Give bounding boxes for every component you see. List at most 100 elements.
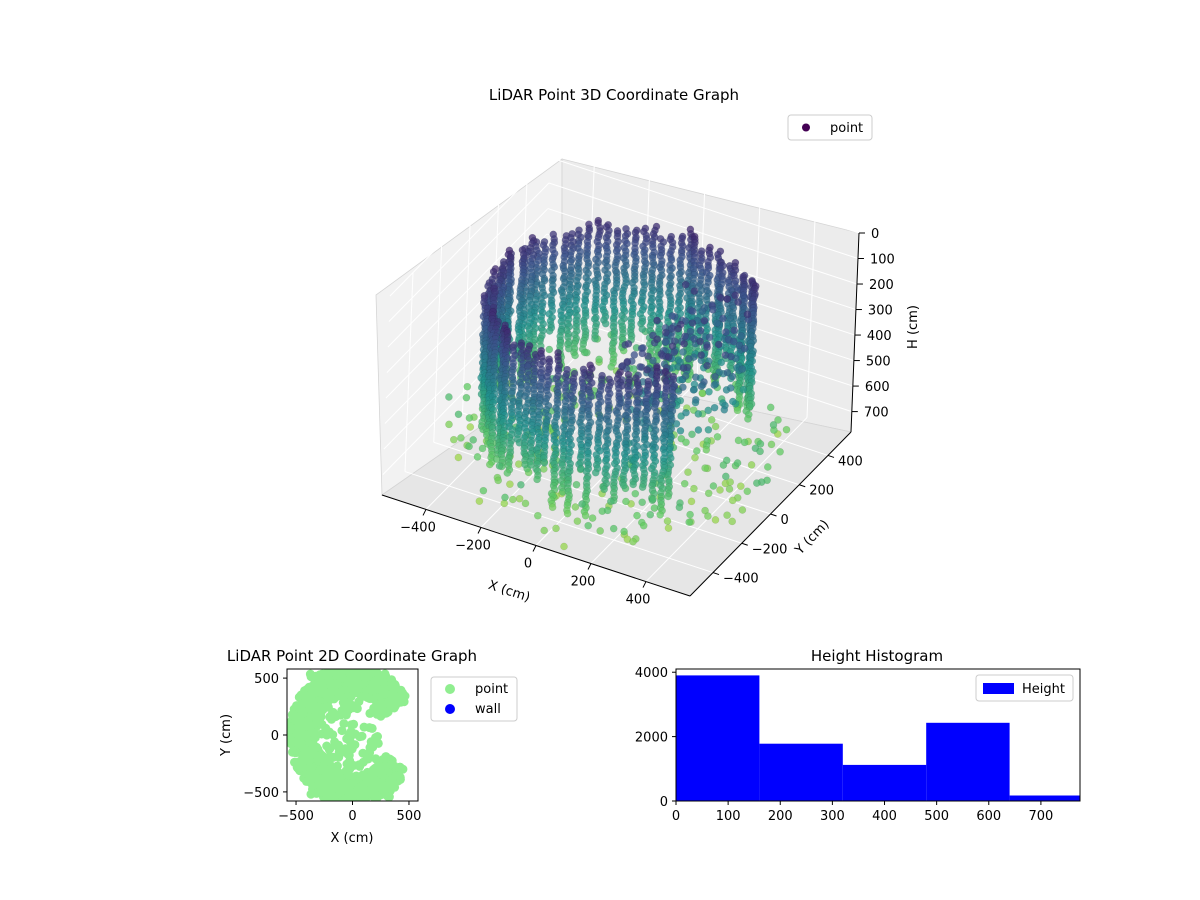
point-3d xyxy=(722,328,730,336)
point-2d xyxy=(318,703,327,713)
y-tick-histogram: 2000 xyxy=(635,731,668,746)
point-3d xyxy=(733,406,742,415)
point-3d xyxy=(607,363,616,371)
point-3d xyxy=(563,509,572,518)
y-axis-title-3d: Y (cm) xyxy=(792,517,833,558)
point-3d xyxy=(679,364,688,372)
x-tick-histogram: 700 xyxy=(1028,809,1053,824)
point-3d xyxy=(656,510,665,519)
y-tick-2d: 500 xyxy=(254,672,279,687)
histogram-title: Height Histogram xyxy=(811,647,943,665)
x-tick-histogram: 600 xyxy=(976,809,1001,824)
point-3d xyxy=(681,372,690,380)
point-3d xyxy=(704,406,713,415)
point-3d xyxy=(578,500,586,508)
point-3d xyxy=(698,389,707,397)
point-3d xyxy=(572,480,581,489)
point-3d xyxy=(552,524,560,533)
point-3d xyxy=(644,352,652,361)
z-tick-3d: 200 xyxy=(869,278,894,293)
point-3d xyxy=(709,482,718,490)
point-3d xyxy=(710,381,719,389)
point-3d xyxy=(721,351,730,360)
point-3d xyxy=(684,355,693,363)
point-3d xyxy=(595,355,603,364)
point-3d xyxy=(743,310,752,319)
point-3d xyxy=(703,361,711,370)
legend-2d-marker-point xyxy=(445,684,455,694)
y-axis-title-2d: Y (cm) xyxy=(219,714,234,757)
point-3d xyxy=(478,444,487,453)
point-3d xyxy=(680,339,689,348)
point-3d xyxy=(710,403,719,412)
point-3d xyxy=(767,440,776,449)
chart-histogram: Height Histogram 0 100 200 300 400 500 600 700 0… xyxy=(635,647,1081,824)
chart-2d: LiDAR Point 2D Coordinate Graph −500 0 500… xyxy=(219,647,518,846)
point-3d xyxy=(740,344,749,353)
point-3d xyxy=(649,495,657,503)
point-3d xyxy=(609,524,618,533)
point-3d xyxy=(739,385,748,394)
point-2d xyxy=(340,800,346,801)
point-3d xyxy=(731,291,740,300)
x-tick-2d: 0 xyxy=(348,809,356,824)
z-axis-line xyxy=(850,232,860,433)
point-3d xyxy=(508,495,517,504)
point-2d xyxy=(399,697,409,707)
point-2d xyxy=(376,778,386,788)
point-3d xyxy=(685,518,694,527)
point-3d xyxy=(701,464,709,472)
point-3d xyxy=(633,511,641,520)
point-3d xyxy=(649,356,657,365)
point-3d xyxy=(680,479,689,488)
point-2d xyxy=(305,762,315,772)
point-3d xyxy=(646,510,655,519)
point-2d xyxy=(332,679,342,689)
point-3d xyxy=(719,461,728,469)
point-3d xyxy=(682,408,690,417)
point-3d xyxy=(603,506,612,515)
point-3d xyxy=(704,425,713,434)
point-2d xyxy=(295,738,305,748)
point-3d xyxy=(573,517,582,526)
point-3d xyxy=(540,458,549,467)
y-tick-histogram: 4000 xyxy=(635,666,668,681)
point-3d xyxy=(581,511,590,520)
z-tick-3d: 300 xyxy=(868,304,893,319)
point-3d xyxy=(753,479,761,487)
x-tick-3d: 200 xyxy=(571,575,596,590)
point-2d xyxy=(371,679,381,689)
point-3d xyxy=(548,503,557,512)
point-3d xyxy=(705,333,714,342)
point-3d xyxy=(457,434,465,442)
x-tick-3d: 400 xyxy=(626,593,651,608)
point-3d xyxy=(711,422,720,431)
point-3d xyxy=(738,365,747,373)
z-tick-3d: 500 xyxy=(866,355,891,370)
chart-3d: LiDAR Point 3D Coordinate Graph −400 −200… xyxy=(375,86,921,608)
y-tick-3d: 200 xyxy=(809,484,834,499)
point-3d xyxy=(687,497,696,506)
point-3d xyxy=(675,503,684,512)
point-2d xyxy=(319,779,329,788)
point-3d xyxy=(571,503,580,511)
point-2d xyxy=(349,703,359,713)
legend-3d: point xyxy=(787,114,873,141)
point-2d xyxy=(335,691,345,701)
point-2d xyxy=(355,732,365,742)
point-3d xyxy=(515,460,523,468)
point-3d xyxy=(711,516,720,524)
point-3d xyxy=(668,312,676,320)
x-tick-2d: −500 xyxy=(278,809,314,824)
point-3d xyxy=(756,440,765,448)
points-3d xyxy=(445,216,791,551)
point-3d xyxy=(620,481,628,490)
point-3d xyxy=(709,305,717,314)
chart-3d-title: LiDAR Point 3D Coordinate Graph xyxy=(489,86,739,104)
point-3d xyxy=(445,420,453,429)
x-tick-3d: −400 xyxy=(400,520,436,535)
point-3d xyxy=(662,338,670,346)
point-3d xyxy=(694,410,703,418)
legend-2d: point wall xyxy=(430,676,518,722)
x-axis-title-3d: X (cm) xyxy=(486,578,532,606)
